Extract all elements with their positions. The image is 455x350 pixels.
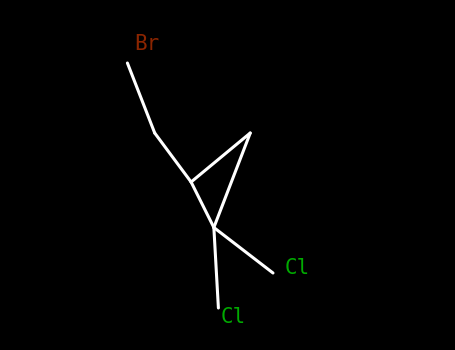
Text: Cl: Cl	[284, 258, 309, 278]
Text: Br: Br	[134, 34, 159, 54]
Text: Cl: Cl	[221, 307, 246, 327]
